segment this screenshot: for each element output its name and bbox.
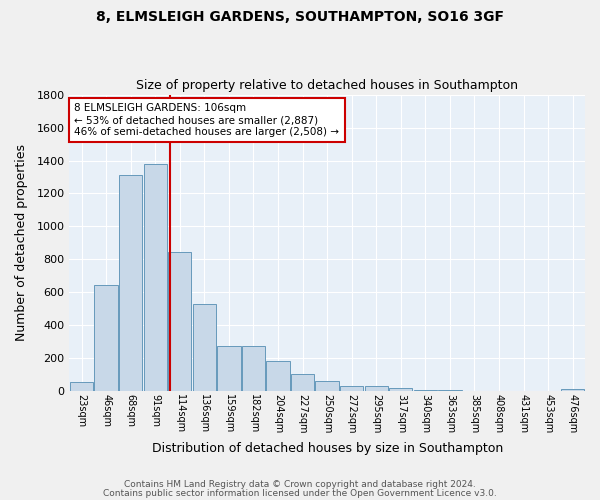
Bar [193, 304, 216, 392]
Bar [316, 380, 339, 392]
Bar [94, 285, 118, 392]
Text: 8, ELMSLEIGH GARDENS, SOUTHAMPTON, SO16 3GF: 8, ELMSLEIGH GARDENS, SOUTHAMPTON, SO16 … [96, 10, 504, 24]
Title: Size of property relative to detached houses in Southampton: Size of property relative to detached ho… [136, 79, 518, 92]
Bar [389, 388, 412, 392]
Bar [340, 386, 364, 392]
Text: 8 ELMSLEIGH GARDENS: 106sqm
← 53% of detached houses are smaller (2,887)
46% of : 8 ELMSLEIGH GARDENS: 106sqm ← 53% of det… [74, 104, 340, 136]
Bar [291, 374, 314, 392]
Bar [365, 386, 388, 392]
Text: Contains public sector information licensed under the Open Government Licence v3: Contains public sector information licen… [103, 488, 497, 498]
Bar [438, 390, 461, 392]
X-axis label: Distribution of detached houses by size in Southampton: Distribution of detached houses by size … [152, 442, 503, 455]
Bar [217, 346, 241, 392]
Bar [119, 176, 142, 392]
Bar [414, 390, 437, 392]
Y-axis label: Number of detached properties: Number of detached properties [15, 144, 28, 342]
Bar [70, 382, 93, 392]
Bar [561, 390, 584, 392]
Bar [242, 346, 265, 392]
Bar [143, 164, 167, 392]
Bar [266, 361, 290, 392]
Bar [168, 252, 191, 392]
Text: Contains HM Land Registry data © Crown copyright and database right 2024.: Contains HM Land Registry data © Crown c… [124, 480, 476, 489]
